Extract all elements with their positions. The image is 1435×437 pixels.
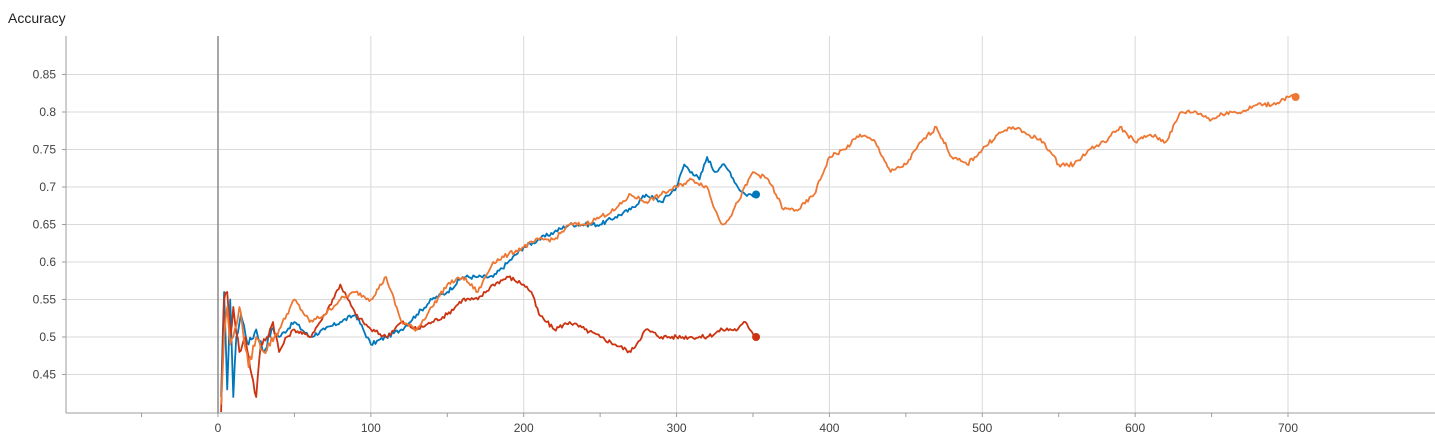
y-tick-label: 0.45 [33, 368, 57, 382]
chart-title: Accuracy [8, 10, 66, 26]
x-tick-label: 200 [514, 421, 534, 435]
tick-labels: 0.45 0.5 0.55 0.6 0.65 0.7 0.75 0.8 0.85 0 100 200 3… [33, 68, 1299, 436]
series-end-point-1 [752, 190, 761, 199]
y-tick-label: 0.6 [39, 255, 56, 269]
x-tick-label: 700 [1278, 421, 1298, 435]
grid [66, 36, 1435, 413]
y-tick-label: 0.85 [33, 68, 57, 82]
x-tick-label: 100 [361, 421, 381, 435]
x-tick-label: 500 [972, 421, 992, 435]
series-end-point-3 [1291, 93, 1300, 101]
series-line-2 [220, 275, 757, 413]
x-tick-label: 300 [667, 421, 687, 435]
series-line-1 [220, 156, 757, 398]
y-tick-label: 0.55 [33, 293, 57, 307]
y-tick-label: 0.65 [33, 218, 57, 232]
x-tick-label: 0 [215, 421, 222, 435]
series-line-3 [220, 94, 1296, 405]
y-tick-label: 0.5 [39, 330, 56, 344]
series-end-point-2 [752, 333, 761, 341]
axes [62, 36, 1435, 417]
y-tick-label: 0.75 [33, 143, 57, 157]
x-tick-label: 400 [819, 421, 839, 435]
series-group [220, 93, 1300, 413]
y-tick-label: 0.7 [39, 180, 56, 194]
x-tick-label: 600 [1125, 421, 1145, 435]
y-tick-label: 0.8 [39, 105, 56, 119]
